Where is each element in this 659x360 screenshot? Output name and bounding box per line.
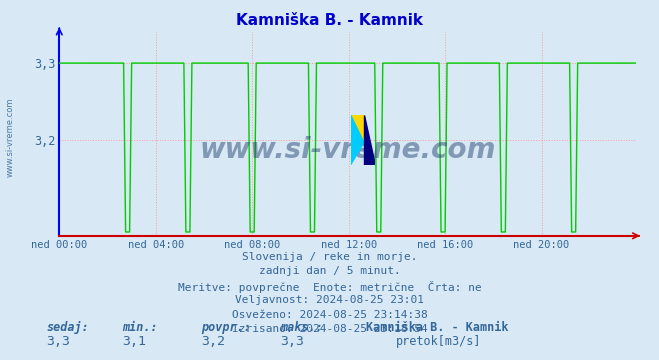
Text: Izrisano: 2024-08-25 23:18:54: Izrisano: 2024-08-25 23:18:54 (231, 324, 428, 334)
Text: sedaj:: sedaj: (46, 321, 89, 334)
Text: 3,3: 3,3 (46, 336, 70, 348)
Text: 3,3: 3,3 (280, 336, 304, 348)
Polygon shape (364, 115, 375, 165)
Text: Meritve: povprečne  Enote: metrične  Črta: ne: Meritve: povprečne Enote: metrične Črta:… (178, 281, 481, 293)
Text: min.:: min.: (122, 321, 158, 334)
Text: 3,2: 3,2 (201, 336, 225, 348)
Text: povpr.:: povpr.: (201, 321, 251, 334)
Text: Osveženo: 2024-08-25 23:14:38: Osveženo: 2024-08-25 23:14:38 (231, 310, 428, 320)
Text: www.si-vreme.com: www.si-vreme.com (5, 97, 14, 176)
Text: Kamniška B. - Kamnik: Kamniška B. - Kamnik (236, 13, 423, 28)
Text: www.si-vreme.com: www.si-vreme.com (200, 136, 496, 165)
Text: 3,1: 3,1 (122, 336, 146, 348)
Text: Kamniška B. - Kamnik: Kamniška B. - Kamnik (366, 321, 508, 334)
Text: maks.:: maks.: (280, 321, 323, 334)
Polygon shape (351, 115, 364, 165)
Text: pretok[m3/s]: pretok[m3/s] (395, 336, 481, 348)
Text: zadnji dan / 5 minut.: zadnji dan / 5 minut. (258, 266, 401, 276)
Text: Veljavnost: 2024-08-25 23:01: Veljavnost: 2024-08-25 23:01 (235, 295, 424, 305)
Text: Slovenija / reke in morje.: Slovenija / reke in morje. (242, 252, 417, 262)
Polygon shape (351, 115, 364, 142)
